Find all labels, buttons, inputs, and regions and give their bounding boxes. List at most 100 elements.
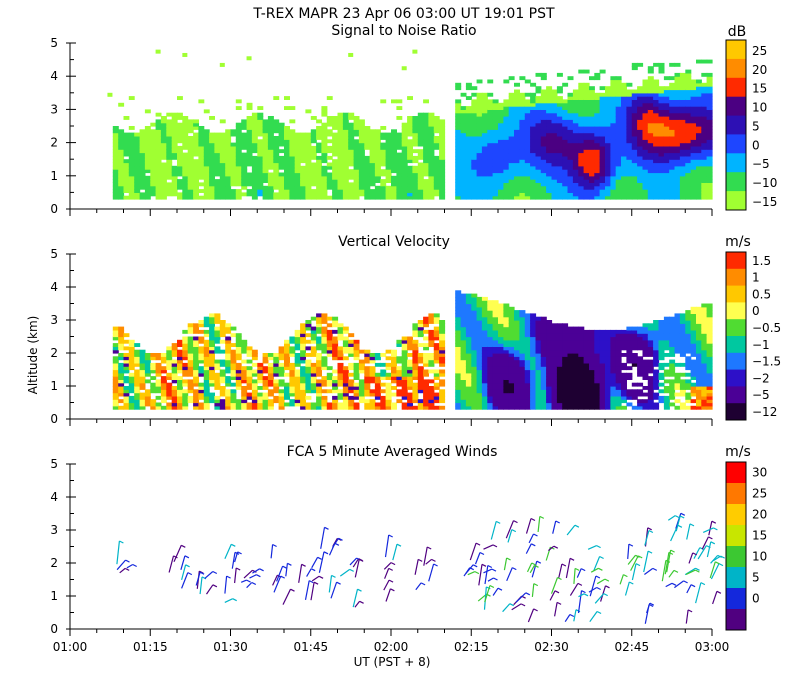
vv-cell — [396, 392, 403, 397]
vv-cell — [230, 326, 237, 331]
vv-cell — [465, 346, 472, 351]
snr-cell — [273, 149, 280, 154]
snr-cell — [471, 86, 478, 91]
snr-cell — [305, 192, 312, 197]
snr-cell — [621, 99, 627, 104]
vv-cell — [423, 356, 429, 361]
snr-cell — [647, 76, 654, 81]
snr-cell — [690, 155, 697, 160]
snr-cell — [439, 185, 446, 190]
snr-cell — [594, 195, 601, 200]
snr-cell — [621, 126, 627, 130]
snr-cell — [498, 169, 504, 174]
vv-cell — [476, 310, 483, 314]
vv-cell — [401, 389, 408, 394]
snr-cell — [412, 175, 419, 180]
snr-cell — [508, 149, 515, 154]
snr-cell — [177, 192, 183, 197]
snr-cell — [658, 169, 665, 174]
vv-cell — [503, 379, 510, 384]
vv-cell — [401, 339, 408, 344]
snr-cell — [701, 119, 708, 124]
vv-cell — [508, 379, 515, 384]
vv-cell — [241, 366, 248, 371]
snr-cell — [455, 155, 462, 160]
vv-cell — [353, 366, 360, 371]
vv-cell — [305, 339, 312, 344]
snr-cell — [540, 149, 547, 154]
snr-cell — [685, 76, 692, 81]
snr-cell — [663, 132, 670, 137]
snr-cell — [605, 172, 611, 177]
vv-cell — [369, 376, 376, 380]
snr-cell — [439, 142, 446, 147]
snr-cell — [134, 139, 141, 144]
snr-cell — [572, 119, 579, 124]
vv-cell — [332, 343, 339, 347]
vv-cell — [481, 346, 488, 351]
snr-cell — [556, 126, 563, 130]
snr-cell — [540, 175, 547, 180]
vv-cell — [556, 343, 563, 347]
snr-cell — [481, 132, 488, 137]
snr-cell — [171, 139, 178, 144]
snr-cell — [503, 132, 510, 137]
snr-cell — [246, 189, 253, 193]
vv-cell — [171, 372, 178, 377]
vv-cell — [481, 306, 488, 311]
snr-cell — [583, 99, 590, 104]
snr-cell — [535, 99, 542, 104]
vv-cell — [455, 389, 462, 394]
vv-cell — [128, 386, 135, 390]
snr-cell — [610, 96, 617, 100]
snr-cell — [187, 129, 194, 134]
snr-cell — [150, 142, 157, 147]
vv-cell — [193, 382, 199, 387]
snr-cell — [631, 119, 638, 124]
vv-cell — [209, 359, 215, 364]
vv-cell — [594, 402, 601, 407]
snr-cell — [589, 126, 595, 130]
snr-cell — [562, 189, 569, 193]
snr-cell — [637, 185, 644, 190]
snr-cell — [300, 136, 306, 140]
snr-cell — [642, 79, 649, 84]
snr-cell — [284, 136, 290, 140]
snr-cell — [653, 82, 660, 87]
snr-cell — [316, 126, 322, 130]
snr-cell — [310, 129, 317, 134]
snr-cell — [412, 182, 419, 187]
vv-cell — [155, 356, 162, 361]
vv-cell — [316, 316, 322, 321]
vv-cell — [540, 392, 547, 397]
vv-cell — [139, 405, 146, 410]
snr-cell — [492, 109, 499, 114]
snr-cell — [439, 132, 446, 137]
snr-cell — [572, 89, 579, 94]
snr-cell — [193, 165, 199, 170]
vv-cell — [556, 392, 563, 397]
snr-cell — [284, 129, 290, 134]
vv-cell — [460, 306, 467, 311]
snr-cell — [492, 145, 499, 150]
snr-cell — [701, 72, 708, 77]
vv-cell — [572, 376, 579, 380]
vv-cell — [589, 395, 595, 400]
snr-cell — [610, 126, 617, 130]
snr-cell — [701, 159, 708, 164]
snr-cell — [498, 192, 504, 197]
vv-cell — [417, 402, 424, 407]
vv-cell — [225, 336, 232, 341]
vv-cell — [171, 399, 178, 404]
snr-cell — [679, 99, 686, 104]
snr-cell — [455, 99, 462, 104]
snr-cell — [605, 102, 611, 107]
snr-cell — [150, 145, 157, 150]
vv-cell — [193, 359, 199, 364]
vv-cell — [514, 399, 520, 404]
snr-cell — [508, 76, 515, 81]
vv-cell — [391, 405, 397, 410]
vv-cell — [401, 356, 408, 361]
snr-cell — [171, 136, 178, 140]
snr-cell — [198, 145, 205, 150]
